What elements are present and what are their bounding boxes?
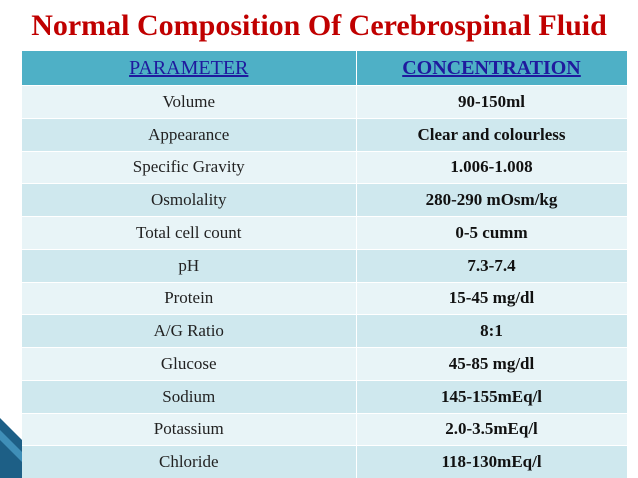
concentration-cell: 0-5 cumm	[356, 216, 628, 250]
parameter-cell: Chloride	[22, 445, 357, 478]
table-row: Glucose 45-85 mg/dl	[22, 347, 628, 381]
table-row: Volume 90-150ml	[22, 85, 628, 119]
parameter-cell: pH	[22, 248, 357, 282]
concentration-cell: 45-85 mg/dl	[356, 347, 628, 381]
table-row: Chloride 118-130mEq/l	[22, 445, 628, 478]
table-row: Protein 15-45 mg/dl	[22, 281, 628, 315]
concentration-cell: 280-290 mOsm/kg	[356, 183, 628, 217]
concentration-cell: 7.3-7.4	[356, 248, 628, 282]
parameter-cell: Appearance	[22, 117, 357, 151]
concentration-cell: 2.0-3.5mEq/l	[356, 412, 628, 446]
parameter-cell: Sodium	[22, 379, 357, 413]
table-row: A/G Ratio 8:1	[22, 314, 628, 348]
table-row: Total cell count 0-5 cumm	[22, 216, 628, 250]
table-row: Appearance Clear and colourless	[22, 117, 628, 151]
parameter-cell: Protein	[22, 281, 357, 315]
parameter-cell: A/G Ratio	[22, 314, 357, 348]
composition-table: PARAMETER CONCENTRATION Volume 90-150ml …	[22, 51, 628, 478]
concentration-cell: 90-150ml	[356, 85, 628, 119]
table-header-row: PARAMETER CONCENTRATION	[22, 51, 628, 86]
table-row: Specific Gravity 1.006-1.008	[22, 150, 628, 184]
concentration-cell: 1.006-1.008	[356, 150, 628, 184]
table-row: pH 7.3-7.4	[22, 248, 628, 282]
parameter-cell: Osmolality	[22, 183, 357, 217]
header-parameter: PARAMETER	[22, 51, 357, 86]
parameter-cell: Potassium	[22, 412, 357, 446]
concentration-cell: 145-155mEq/l	[356, 379, 628, 413]
page-title: Normal Composition Of Cerebrospinal Flui…	[31, 9, 607, 42]
concentration-cell: Clear and colourless	[356, 117, 628, 151]
table-row: Potassium 2.0-3.5mEq/l	[22, 412, 628, 446]
parameter-cell: Volume	[22, 85, 357, 119]
table-row: Sodium 145-155mEq/l	[22, 379, 628, 413]
concentration-cell: 15-45 mg/dl	[356, 281, 628, 315]
concentration-cell: 8:1	[356, 314, 628, 348]
concentration-cell: 118-130mEq/l	[356, 445, 628, 478]
header-concentration: CONCENTRATION	[356, 51, 628, 86]
parameter-cell: Total cell count	[22, 216, 357, 250]
parameter-cell: Glucose	[22, 347, 357, 381]
table-row: Osmolality 280-290 mOsm/kg	[22, 183, 628, 217]
parameter-cell: Specific Gravity	[22, 150, 357, 184]
